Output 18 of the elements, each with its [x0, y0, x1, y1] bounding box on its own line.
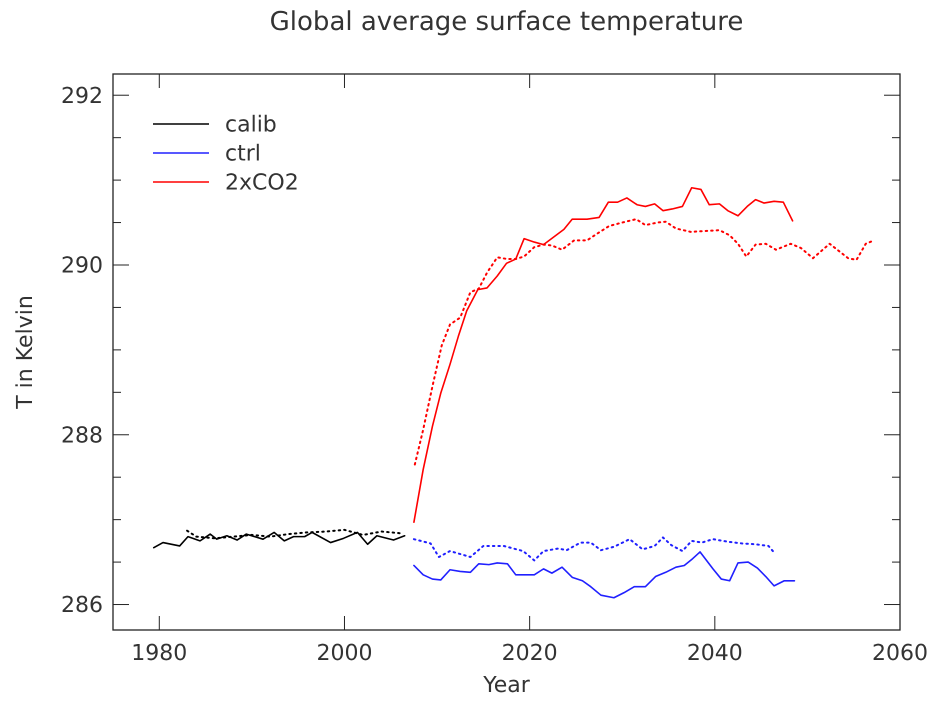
x-tick-label: 2060: [872, 641, 928, 666]
y-tick-label: 290: [61, 254, 103, 279]
x-tick-label: 2040: [686, 641, 743, 666]
y-axis-title: T in Kelvin: [13, 295, 38, 410]
y-tick-label: 286: [61, 593, 103, 618]
x-tick-label: 2020: [502, 641, 558, 666]
legend-label: 2xCO2: [225, 170, 299, 196]
line-series: [152, 532, 406, 548]
y-tick-label: 292: [61, 84, 103, 109]
line-series: [413, 551, 796, 599]
y-tick-label: 288: [61, 423, 103, 448]
legend-label: ctrl: [225, 142, 261, 167]
x-tick-label: 2000: [316, 641, 372, 666]
legend-label: calib: [225, 112, 277, 138]
chart-title: Global average surface temperature: [270, 7, 744, 37]
x-tick-label: 1980: [131, 641, 188, 666]
x-axis-title: Year: [482, 673, 531, 698]
line-series: [412, 536, 776, 562]
